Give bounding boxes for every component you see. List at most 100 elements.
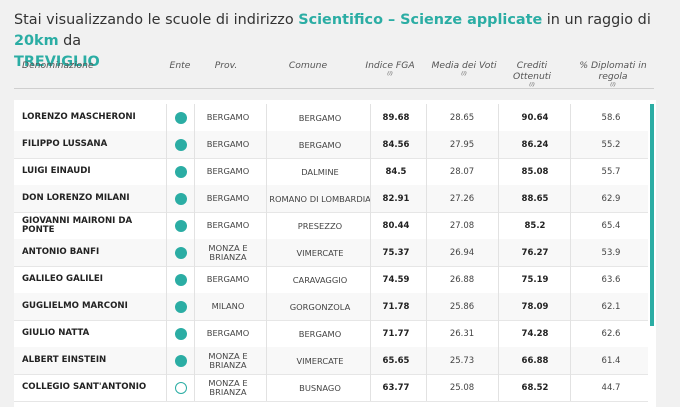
column-divider (570, 266, 571, 293)
indice-fga: 80.44 (382, 220, 410, 231)
diplomati-regola: 63.6 (601, 274, 621, 285)
ente-cell (174, 104, 188, 131)
column-divider (266, 158, 267, 185)
provincia: MONZA E BRIANZA (208, 350, 248, 370)
column-divider (266, 347, 267, 374)
column-divider (426, 185, 427, 212)
column-divider (426, 212, 427, 239)
provincia: MONZA E BRIANZA (208, 377, 248, 397)
indice-fga: 71.78 (382, 301, 410, 312)
header-media[interactable]: Media dei Voti (i) (431, 60, 497, 77)
column-divider (194, 266, 195, 293)
header-diplomati[interactable]: % Diplomati in regola (i) (570, 60, 656, 88)
title-raggio: 20km (14, 33, 59, 49)
media-voti: 25.08 (449, 382, 475, 393)
header-denominazione[interactable]: Denominazione (22, 60, 94, 71)
provincia: BERGAMO (206, 139, 250, 149)
table-row[interactable]: LUIGI EINAUDI BERGAMO DALMINE 84.5 28.07 85.0… (14, 158, 648, 186)
media-voti: 27.26 (449, 193, 475, 204)
diplomati-regola: 44.7 (601, 382, 621, 393)
column-divider (266, 104, 267, 131)
ente-cell (174, 293, 188, 320)
comune: PRESEZZO (297, 220, 343, 231)
column-divider (166, 239, 167, 266)
media-voti: 26.31 (449, 328, 475, 339)
scrollbar[interactable] (650, 104, 654, 326)
column-divider (498, 374, 499, 401)
table-row[interactable]: GIOVANNI MAIRONI DA PONTE BERGAMO PRESEZZO… (14, 212, 648, 240)
indice-fga: 82.91 (382, 193, 410, 204)
table-row[interactable]: GALILEO GALILEI BERGAMO CARAVAGGIO 74.59 26.… (14, 266, 648, 294)
ente-cell (174, 266, 188, 293)
info-icon[interactable]: (i) (387, 71, 393, 77)
title-da: da (63, 33, 82, 49)
info-icon[interactable]: (i) (529, 82, 535, 88)
header-prov[interactable]: Prov. (214, 60, 238, 71)
column-divider (498, 293, 499, 320)
column-divider (370, 320, 371, 347)
school-name: GIULIO NATTA (22, 328, 90, 338)
column-divider (194, 293, 195, 320)
column-divider (194, 374, 195, 401)
header-ente[interactable]: Ente (169, 60, 191, 71)
column-divider (370, 158, 371, 185)
table-row[interactable]: LORENZO MASCHERONI BERGAMO BERGAMO 89.68 28.… (14, 104, 648, 132)
diplomati-regola: 65.4 (601, 220, 621, 231)
crediti-ottenuti: 75.19 (521, 274, 549, 285)
column-divider (498, 131, 499, 158)
column-divider (266, 374, 267, 401)
table-row[interactable]: COLLEGIO SANT'ANTONIO MONZA E BRIANZA BUSN… (14, 374, 648, 402)
school-name: FILIPPO LUSSANA (22, 139, 108, 149)
table-row[interactable]: ANTONIO BANFI MONZA E BRIANZA VIMERCATE 75.… (14, 239, 648, 267)
header-comune[interactable]: Comune (288, 60, 328, 71)
crediti-ottenuti: 68.52 (521, 382, 549, 393)
column-divider (166, 131, 167, 158)
column-divider (498, 212, 499, 239)
media-voti: 28.07 (449, 166, 475, 177)
indice-fga: 84.5 (385, 166, 407, 177)
header-divider (14, 88, 654, 89)
header-crediti[interactable]: Crediti Ottenuti (i) (498, 60, 566, 88)
indice-fga: 89.68 (382, 112, 410, 123)
provincia: MILANO (211, 301, 245, 311)
comune: BERGAMO (298, 328, 342, 339)
ente-statale-icon (175, 165, 187, 178)
table-row[interactable]: DON LORENZO MILANI BERGAMO ROMANO DI LOMBA… (14, 185, 648, 213)
ente-statale-icon (175, 246, 187, 259)
column-divider (426, 104, 427, 131)
column-divider (166, 158, 167, 185)
column-divider (570, 239, 571, 266)
info-icon[interactable]: (i) (610, 82, 616, 88)
provincia: BERGAMO (206, 193, 250, 203)
schools-table: LORENZO MASCHERONI BERGAMO BERGAMO 89.68 28.… (14, 100, 656, 407)
comune: GORGONZOLA (289, 301, 351, 312)
column-divider (194, 239, 195, 266)
info-icon[interactable]: (i) (461, 71, 467, 77)
provincia: MONZA E BRIANZA (208, 242, 248, 262)
comune: BUSNAGO (299, 382, 341, 393)
ente-cell (174, 374, 188, 401)
media-voti: 26.94 (449, 247, 475, 258)
column-divider (370, 131, 371, 158)
table-row[interactable]: GUGLIELMO MARCONI MILANO GORGONZOLA 71.78 25… (14, 293, 648, 321)
column-divider (166, 293, 167, 320)
media-voti: 28.65 (449, 112, 475, 123)
table-row[interactable]: ALBERT EINSTEIN MONZA E BRIANZA VIMERCATE 6… (14, 347, 648, 375)
column-divider (194, 104, 195, 131)
table-row[interactable]: FILIPPO LUSSANA BERGAMO BERGAMO 84.56 27.95 8… (14, 131, 648, 159)
school-name: COLLEGIO SANT'ANTONIO (22, 382, 147, 392)
column-divider (498, 158, 499, 185)
column-divider (426, 320, 427, 347)
table-row[interactable]: GIULIO NATTA BERGAMO BERGAMO 71.77 26.31 74.2… (14, 320, 648, 348)
column-divider (166, 374, 167, 401)
indice-fga: 75.37 (382, 247, 410, 258)
provincia: BERGAMO (206, 112, 250, 122)
column-divider (194, 185, 195, 212)
header-fga[interactable]: Indice FGA (i) (362, 60, 418, 84)
diplomati-regola: 62.9 (601, 193, 621, 204)
column-divider (166, 320, 167, 347)
column-divider (370, 104, 371, 131)
school-name: DON LORENZO MILANI (22, 193, 130, 203)
column-divider (426, 374, 427, 401)
column-divider (426, 158, 427, 185)
